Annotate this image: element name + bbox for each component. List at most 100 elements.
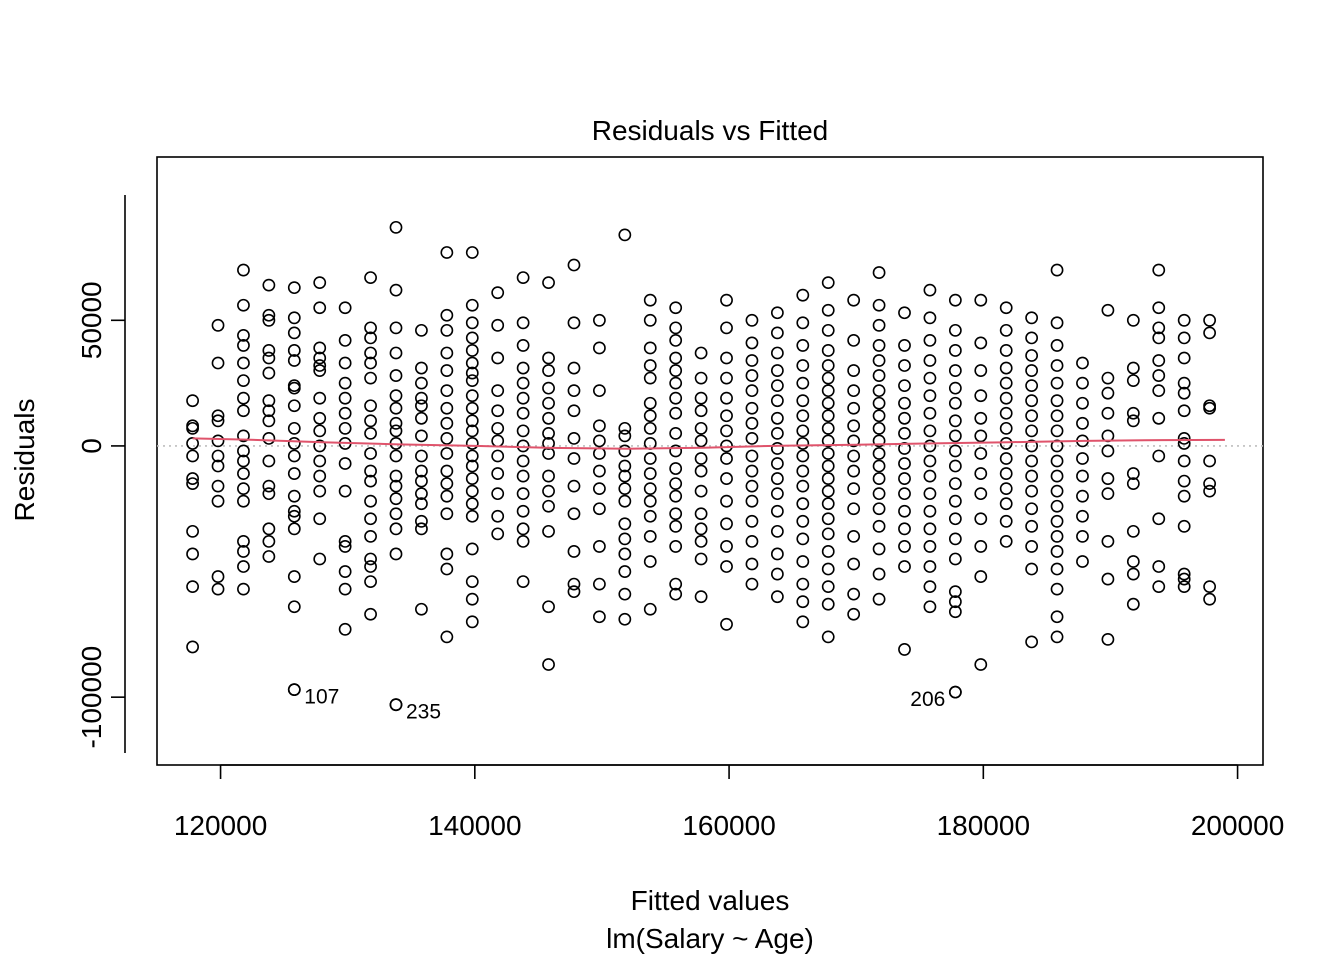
residual-point: [1025, 454, 1039, 468]
residual-point: [898, 396, 911, 410]
residual-point: [796, 449, 810, 463]
residual-point: [669, 462, 683, 475]
residual-point: [999, 376, 1013, 390]
x-axis: 120000 140000 160000 180000 200000: [174, 764, 1284, 841]
residual-point: [1177, 431, 1191, 445]
residual-point: [847, 384, 861, 398]
residual-point: [669, 587, 683, 601]
residual-point: [440, 246, 454, 259]
y-tick-label: 50000: [76, 281, 107, 359]
residual-point: [186, 640, 199, 654]
residual-point: [770, 411, 784, 425]
residual-point: [821, 512, 835, 526]
residual-point: [465, 424, 479, 438]
residual-point: [440, 431, 454, 445]
residual-point: [694, 464, 708, 478]
residual-point: [1203, 313, 1217, 327]
residual-point: [1152, 512, 1166, 526]
residual-point: [440, 384, 454, 398]
residual-point: [796, 615, 810, 629]
residual-point: [847, 502, 861, 516]
residual-point: [770, 379, 784, 393]
residual-point: [872, 369, 886, 382]
residual-point: [948, 552, 962, 566]
residual-point: [338, 484, 352, 498]
residual-point: [1076, 416, 1089, 430]
residual-point: [847, 587, 861, 601]
residual-point: [567, 452, 581, 465]
residual-point: [491, 467, 505, 480]
residual-point: [211, 494, 225, 508]
residual-point: [1152, 449, 1166, 463]
residual-point: [1152, 354, 1166, 367]
residual-point: [948, 605, 962, 619]
residual-point: [542, 437, 555, 450]
residual-point: [491, 318, 505, 332]
residual-point: [643, 293, 657, 307]
outlier-point: [287, 683, 301, 697]
residual-point: [745, 494, 759, 508]
residual-point: [847, 464, 861, 478]
residual-point: [567, 507, 581, 521]
residual-point: [516, 469, 530, 483]
residual-point: [364, 399, 377, 413]
residual-point: [872, 592, 886, 606]
residual-point: [669, 391, 683, 405]
residual-point: [720, 351, 733, 365]
residual-point: [364, 575, 377, 588]
residual-point: [796, 394, 810, 408]
residual-point: [923, 504, 937, 518]
residual-point: [898, 487, 911, 501]
residual-point: [643, 467, 657, 480]
residual-point: [796, 497, 810, 511]
residual-point: [440, 464, 454, 478]
residual-point: [643, 359, 657, 372]
x-axis-label: Fitted values: [631, 885, 790, 916]
residual-point: [313, 359, 327, 372]
outlier-labels-layer: 107 235 206: [304, 686, 945, 724]
residual-point: [338, 622, 352, 636]
residual-point: [643, 371, 657, 385]
lowess-smooth-line: [192, 437, 1225, 450]
residual-point: [1076, 489, 1089, 503]
residual-point: [415, 487, 428, 501]
residual-point: [415, 474, 428, 488]
residual-point: [186, 472, 199, 485]
residual-point: [313, 411, 327, 425]
residual-point: [618, 532, 632, 546]
residual-point: [186, 524, 199, 538]
residual-point: [923, 283, 937, 297]
residual-point: [313, 391, 327, 405]
residual-point: [898, 472, 911, 485]
residual-point: [287, 379, 301, 393]
residual-point: [465, 316, 479, 330]
residual-point: [465, 246, 479, 259]
residual-point: [516, 361, 530, 375]
residual-point: [262, 454, 276, 468]
residual-point: [1101, 406, 1115, 420]
residual-point: [516, 316, 530, 330]
residual-point: [593, 502, 606, 516]
residual-point: [287, 570, 301, 583]
residual-point: [821, 303, 835, 317]
residual-point: [364, 494, 377, 508]
residual-point: [821, 276, 835, 290]
residual-point: [923, 439, 937, 453]
residual-point: [948, 429, 962, 443]
residual-point: [287, 281, 301, 295]
residual-point: [1076, 376, 1089, 390]
residual-point: [593, 610, 606, 624]
residual-point: [364, 356, 377, 370]
residual-point: [1177, 519, 1191, 533]
residual-point: [542, 499, 555, 513]
residual-point: [669, 489, 683, 503]
residual-point: [1177, 489, 1191, 503]
residual-point: [1126, 597, 1140, 611]
residual-point: [567, 545, 581, 558]
residual-point: [491, 449, 505, 463]
residual-point: [1076, 356, 1089, 370]
residual-point: [1177, 474, 1191, 488]
residual-point: [1152, 331, 1166, 345]
residual-point: [313, 484, 327, 498]
residual-point: [440, 308, 454, 322]
